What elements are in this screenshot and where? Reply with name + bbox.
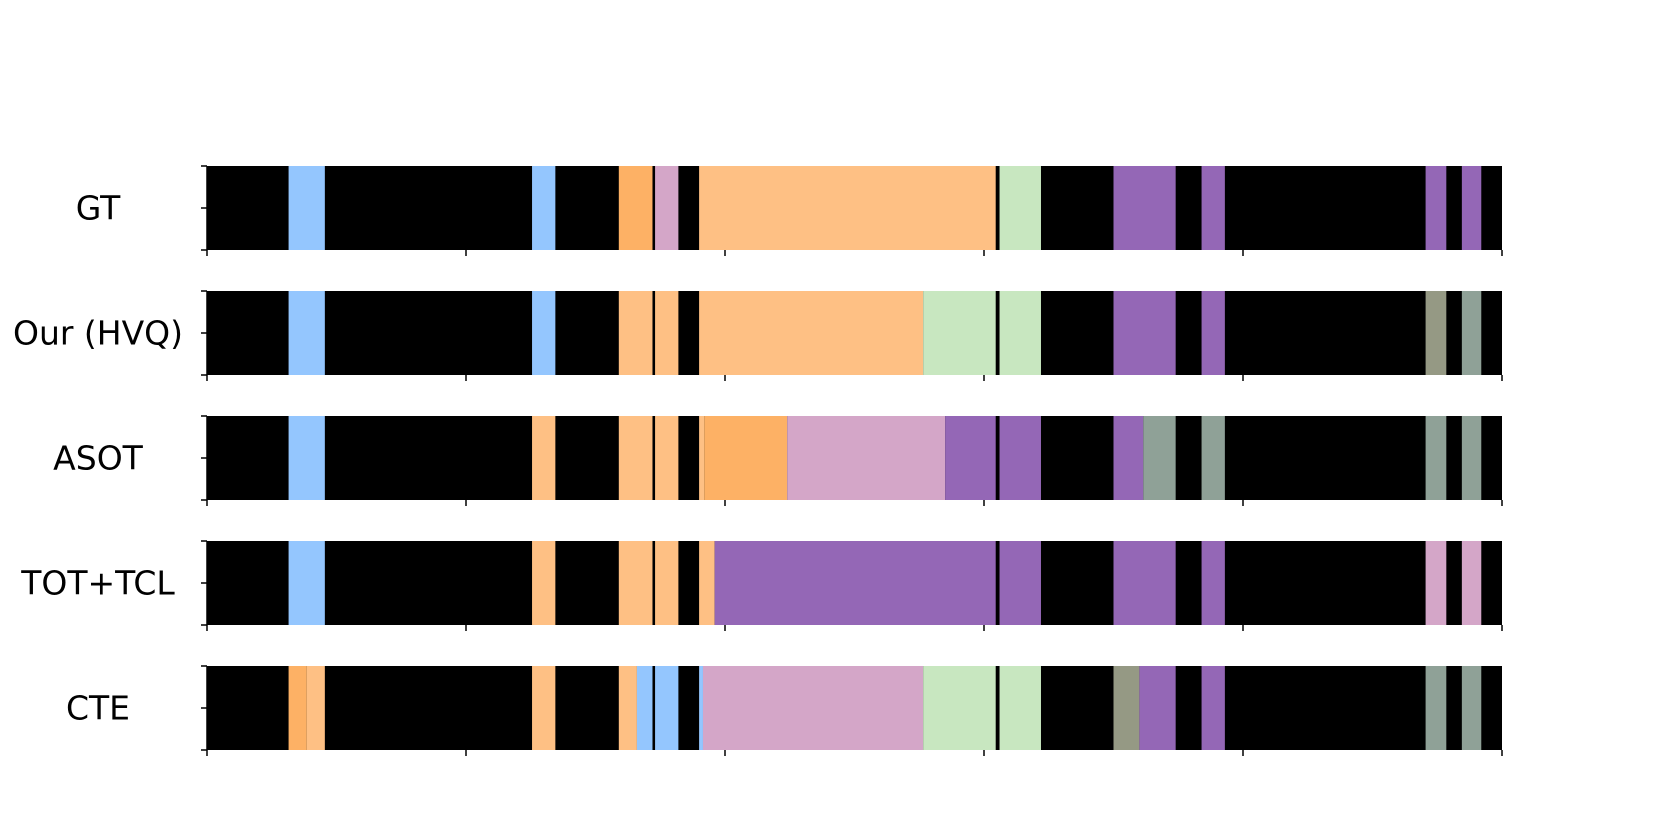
timeline-segment [999, 541, 1041, 625]
timeline-segment [532, 166, 556, 250]
timeline-segment [1113, 291, 1176, 375]
timeline-row: Our (HVQ) [13, 290, 1503, 381]
timeline-segment [787, 416, 946, 500]
timeline-segment [655, 291, 679, 375]
timeline-segment [699, 666, 703, 750]
timeline-segment [1461, 416, 1482, 500]
timeline-segment [999, 291, 1041, 375]
timeline-segment [532, 666, 556, 750]
row-label: TOT+TCL [20, 564, 175, 603]
timeline-segment [1461, 541, 1482, 625]
timeline-segment [618, 166, 653, 250]
timeline-segment [1461, 291, 1482, 375]
timeline-row: GT [76, 165, 1503, 256]
timeline-segment [532, 541, 556, 625]
timeline-segment [618, 291, 653, 375]
timeline-segment [923, 291, 997, 375]
row-label: ASOT [53, 439, 143, 478]
timeline-segment [1113, 416, 1144, 500]
timeline-segment [288, 416, 325, 500]
timeline-segment [1113, 166, 1176, 250]
timeline-segment [999, 166, 1041, 250]
timeline-segment [1425, 291, 1447, 375]
row-label: CTE [66, 689, 130, 728]
timeline-segment [1201, 416, 1225, 500]
timeline-segment [1425, 666, 1447, 750]
timeline-segment [655, 666, 679, 750]
timeline-segment [1425, 166, 1447, 250]
timeline-segment [945, 416, 997, 500]
timeline-row: CTE [66, 665, 1503, 756]
timeline-segment [618, 541, 653, 625]
timeline-segment [532, 291, 556, 375]
timeline-segment [1201, 291, 1225, 375]
timeline-segment [1461, 666, 1482, 750]
timeline-segment [999, 666, 1041, 750]
timeline-segment [1201, 666, 1225, 750]
timeline-segment [618, 416, 653, 500]
timeline-segment [1201, 166, 1225, 250]
timeline-segment [532, 416, 556, 500]
timeline-segment [702, 666, 924, 750]
timeline-row: TOT+TCL [20, 540, 1503, 631]
timeline-segment [288, 291, 325, 375]
timeline-segment [655, 541, 679, 625]
timeline-segment [288, 541, 325, 625]
timeline-segment [1113, 666, 1140, 750]
timeline-segment [655, 416, 679, 500]
timeline-segment [1461, 166, 1482, 250]
timeline-segment [699, 541, 715, 625]
timeline-segment [288, 166, 325, 250]
timeline-segment [655, 166, 679, 250]
timeline-segment [1425, 541, 1447, 625]
row-label: GT [76, 189, 121, 228]
timeline-row: ASOT [53, 415, 1503, 506]
timeline-segment [1201, 541, 1225, 625]
timeline-segment [699, 416, 705, 500]
timeline-segment [923, 666, 997, 750]
timeline-segment [699, 291, 924, 375]
timeline-segment [288, 666, 307, 750]
timeline-segment [714, 541, 997, 625]
timeline-segment [1143, 416, 1176, 500]
timeline-segment [306, 666, 325, 750]
row-label: Our (HVQ) [13, 314, 183, 353]
timeline-segment [999, 416, 1041, 500]
timeline-segment [704, 416, 788, 500]
timeline-segment [699, 166, 997, 250]
timeline-segment [1425, 416, 1447, 500]
timeline-segment [618, 666, 637, 750]
timeline-segment [1139, 666, 1176, 750]
timeline-segment [636, 666, 653, 750]
timeline-segment [1113, 541, 1176, 625]
